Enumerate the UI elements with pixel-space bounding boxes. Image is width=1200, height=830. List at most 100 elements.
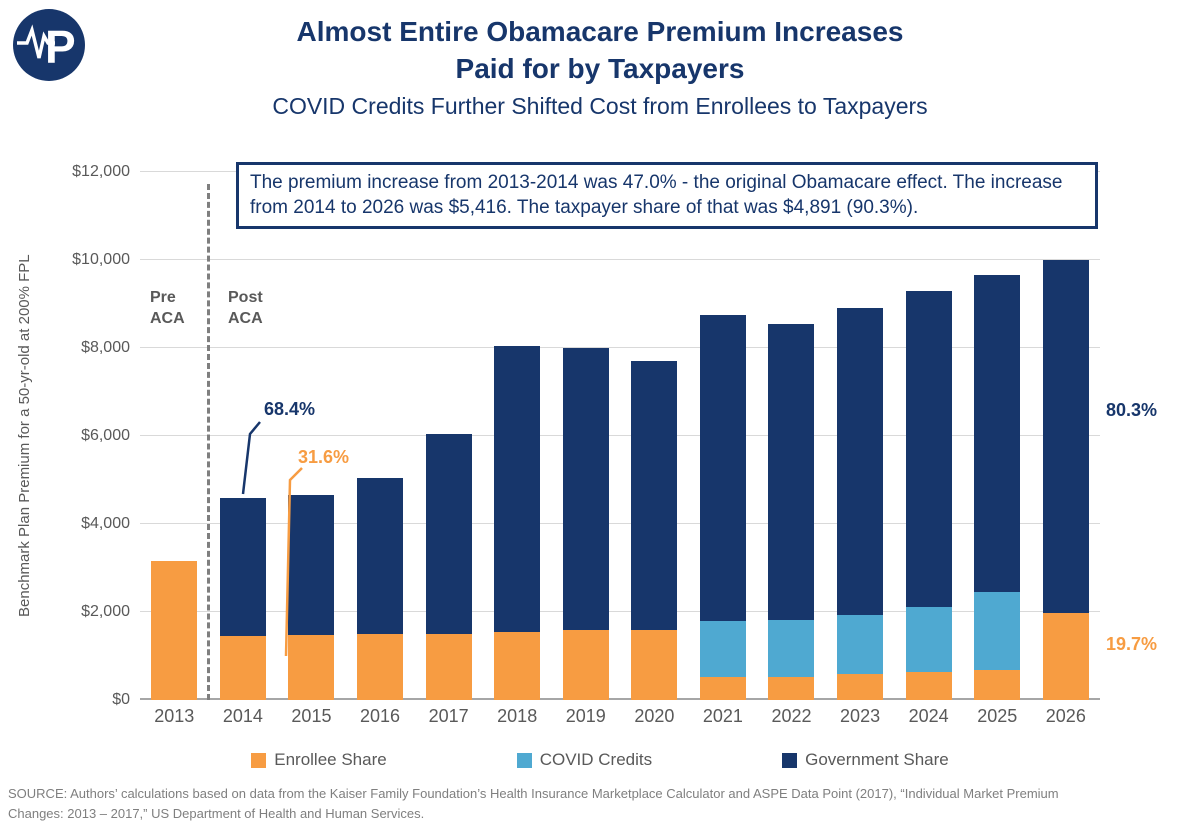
- segment-enrollee-share-2022: [768, 677, 815, 700]
- legend-item-enrollee-share: Enrollee Share: [251, 750, 387, 770]
- bar-stack-2013: [151, 561, 198, 700]
- bar-stack-2024: [905, 290, 952, 700]
- bar-stack-2019: [562, 348, 609, 700]
- bar-2023: [826, 172, 895, 700]
- bar-2024: [894, 172, 963, 700]
- bar-2026: [1032, 172, 1101, 700]
- segment-enrollee-share-2024: [905, 671, 952, 700]
- y-axis: $0 $2,000 $4,000 $6,000 $8,000 $10,000 $12,000: [50, 163, 130, 708]
- segment-enrollee-share-2020: [631, 629, 678, 700]
- bar-2016: [346, 172, 415, 700]
- segment-covid-credits-2022: [768, 620, 815, 678]
- logo-letter: P: [45, 21, 76, 73]
- x-tick-2013: 2013: [154, 706, 195, 726]
- callout-gov-share-2026: 80.3%: [1106, 400, 1158, 420]
- legend-item-government-share: Government Share: [782, 750, 949, 770]
- paragon-logo: P: [12, 8, 86, 82]
- x-tick-2015: 2015: [291, 706, 332, 726]
- x-tick-2022: 2022: [771, 706, 812, 726]
- bar-stack-2025: [974, 275, 1021, 700]
- y-tick-label: $6,000: [81, 427, 130, 444]
- bar-stack-2018: [494, 345, 541, 700]
- y-tick-label: $8,000: [81, 339, 130, 356]
- segment-government-share-2014: [219, 497, 266, 636]
- bar-stack-2016: [357, 477, 404, 700]
- segment-government-share-2018: [494, 345, 541, 632]
- x-tick-2026: 2026: [1045, 706, 1086, 726]
- callout-enrollee-share-2014: 31.6%: [298, 447, 350, 467]
- post-aca-label: Post ACA: [228, 289, 263, 327]
- bar-2019: [551, 172, 620, 700]
- x-tick-2020: 2020: [634, 706, 675, 726]
- segment-enrollee-share-2021: [699, 677, 746, 700]
- bar-2021: [689, 172, 758, 700]
- bar-2014: [209, 172, 278, 700]
- bar-stack-2017: [425, 433, 472, 700]
- aca-divider-line: [207, 184, 210, 700]
- x-tick-2019: 2019: [565, 706, 606, 726]
- x-tick-2017: 2017: [428, 706, 469, 726]
- y-tick-label: $10,000: [72, 251, 130, 268]
- segment-enrollee-share-2017: [425, 634, 472, 700]
- legend: Enrollee Share COVID Credits Government Sh…: [0, 750, 1200, 770]
- y-tick-label: $4,000: [81, 515, 130, 532]
- bars: [140, 172, 1100, 700]
- pre-aca-label: Pre ACA: [150, 289, 185, 327]
- source-note: SOURCE: Authors’ calculations based on d…: [8, 786, 1059, 821]
- legend-swatch: [516, 752, 532, 768]
- gridline: [140, 259, 1100, 260]
- segment-government-share-2024: [905, 290, 952, 607]
- bar-stack-2026: [1042, 260, 1089, 700]
- segment-government-share-2016: [357, 477, 404, 634]
- x-tick-2021: 2021: [702, 706, 743, 726]
- bar-2017: [414, 172, 483, 700]
- bar-stack-2015: [288, 495, 335, 700]
- segment-government-share-2021: [699, 315, 746, 622]
- x-tick-2025: 2025: [977, 706, 1018, 726]
- legend-swatch: [251, 752, 267, 768]
- x-tick-2016: 2016: [360, 706, 401, 726]
- segment-enrollee-share-2025: [974, 670, 1021, 700]
- legend-label: Enrollee Share: [274, 750, 387, 769]
- segment-enrollee-share-2013: [151, 561, 198, 700]
- gridline: [140, 611, 1100, 612]
- bar-stack-2021: [699, 315, 746, 700]
- segment-government-share-2020: [631, 361, 678, 630]
- segment-enrollee-share-2015: [288, 635, 335, 700]
- bar-stack-2014: [219, 497, 266, 700]
- segment-enrollee-share-2018: [494, 631, 541, 700]
- callout-gov-share-2014: 68.4%: [264, 399, 316, 419]
- header: Almost Entire Obamacare Premium Increase…: [0, 14, 1200, 120]
- bar-2022: [757, 172, 826, 700]
- logo-circle: [13, 9, 85, 81]
- segment-enrollee-share-2023: [837, 674, 884, 700]
- gridline: [140, 435, 1100, 436]
- segment-covid-credits-2025: [974, 592, 1021, 671]
- x-tick-2024: 2024: [908, 706, 949, 726]
- segment-enrollee-share-2026: [1042, 613, 1089, 700]
- chart-title-line2: Paid for by Taxpayers: [455, 52, 745, 84]
- segment-enrollee-share-2019: [562, 630, 609, 700]
- x-axis-line: [140, 698, 1100, 700]
- callout-enrollee-share-2026: 19.7%: [1106, 634, 1158, 654]
- gridline: [140, 347, 1100, 348]
- segment-covid-credits-2024: [905, 606, 952, 672]
- bar-stack-2020: [631, 361, 678, 700]
- segment-government-share-2025: [974, 275, 1021, 593]
- gridline: [140, 523, 1100, 524]
- segment-government-share-2023: [837, 308, 884, 616]
- heartbeat-pulse-icon: [17, 24, 55, 59]
- legend-swatch: [782, 752, 798, 768]
- bar-2013: [140, 172, 209, 700]
- segment-government-share-2015: [288, 495, 335, 636]
- bar-2025: [963, 172, 1032, 700]
- segment-government-share-2022: [768, 323, 815, 621]
- segment-covid-credits-2021: [699, 621, 746, 678]
- x-tick-2014: 2014: [222, 706, 263, 726]
- y-tick-label: $2,000: [81, 603, 130, 620]
- bar-2018: [483, 172, 552, 700]
- y-axis-title: Benchmark Plan Premium for a 50-yr-old a…: [16, 254, 33, 618]
- logo-graphic: P: [13, 9, 85, 81]
- legend-item-covid-credits: COVID Credits: [516, 750, 652, 770]
- plot-area: Pre ACA Post ACA 68.4% 31.6% 80.3% 19.7%…: [140, 162, 1157, 700]
